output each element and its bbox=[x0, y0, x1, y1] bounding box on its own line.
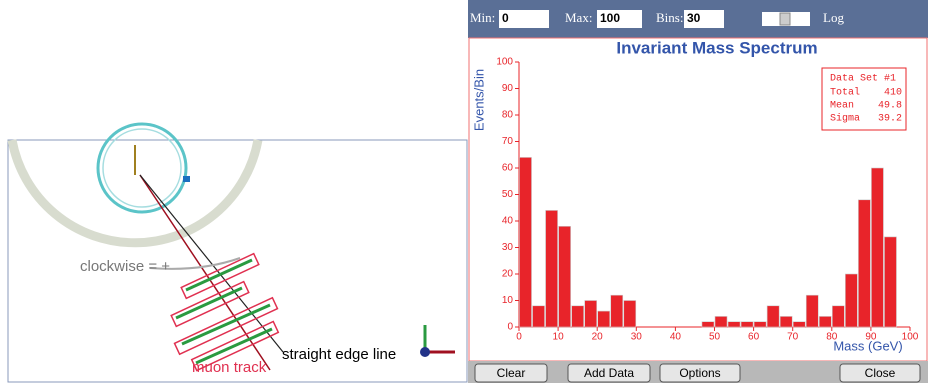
bar bbox=[845, 274, 857, 327]
y-axis-title: Events/Bin bbox=[471, 69, 486, 131]
buttons: Clear Add Data Options Close bbox=[475, 364, 920, 382]
label: muon track bbox=[192, 359, 267, 376]
bar bbox=[728, 322, 740, 327]
screen: clockwise = + muon track straight edge l… bbox=[0, 0, 928, 383]
stats-title: Data Set #1 bbox=[830, 74, 896, 85]
x-tick-label: 60 bbox=[748, 332, 760, 343]
bar bbox=[598, 311, 610, 327]
label: Max: bbox=[565, 10, 592, 25]
bar bbox=[611, 295, 623, 327]
bar bbox=[546, 210, 558, 327]
y-tick-label: 90 bbox=[502, 83, 514, 94]
field-value: 0 bbox=[502, 11, 509, 25]
bar bbox=[832, 306, 844, 327]
bar bbox=[884, 237, 896, 327]
stats-value: 410 bbox=[884, 88, 902, 99]
bar bbox=[780, 316, 792, 327]
hit bbox=[183, 176, 190, 182]
y-tick-label: 80 bbox=[502, 110, 514, 121]
bar bbox=[741, 322, 753, 327]
y-tick-label: 0 bbox=[507, 322, 513, 333]
x-tick-label: 0 bbox=[516, 332, 522, 343]
log-checkbox[interactable] bbox=[780, 13, 790, 25]
bar bbox=[559, 226, 571, 327]
stats-value: 39.2 bbox=[878, 114, 902, 125]
field-value: 100 bbox=[600, 11, 620, 25]
bar bbox=[819, 316, 831, 327]
detector-diagram: clockwise = + muon track straight edge l… bbox=[8, 124, 467, 382]
x-tick-label: 50 bbox=[709, 332, 721, 343]
x-tick-label: 10 bbox=[553, 332, 565, 343]
x-tick-label: 70 bbox=[787, 332, 799, 343]
y-tick-label: 40 bbox=[502, 216, 514, 227]
bar bbox=[871, 168, 883, 327]
y-tick-label: 30 bbox=[502, 242, 514, 253]
y-tick-label: 100 bbox=[496, 57, 513, 68]
bar bbox=[533, 306, 545, 327]
label: clockwise = + bbox=[80, 258, 170, 275]
button-label: Close bbox=[865, 366, 896, 380]
y-tick-label: 10 bbox=[502, 295, 514, 306]
field-value: 30 bbox=[687, 11, 701, 25]
origin-icon bbox=[420, 347, 430, 357]
bar bbox=[858, 200, 870, 327]
x-tick-label: 100 bbox=[902, 332, 919, 343]
bar bbox=[520, 157, 532, 327]
label: Bins: bbox=[656, 10, 683, 25]
bar bbox=[715, 316, 727, 327]
bar bbox=[572, 306, 584, 327]
bar bbox=[585, 301, 597, 328]
bar bbox=[806, 295, 818, 327]
button-label: Clear bbox=[497, 366, 526, 380]
y-tick-label: 60 bbox=[502, 163, 514, 174]
stats-label: Sigma bbox=[830, 113, 860, 125]
x-tick-label: 30 bbox=[631, 332, 643, 343]
label: Min: bbox=[470, 10, 495, 25]
x-tick-label: 20 bbox=[592, 332, 604, 343]
label: Log bbox=[823, 10, 844, 25]
x-tick-label: 80 bbox=[826, 332, 838, 343]
y-tick-label: 20 bbox=[502, 269, 514, 280]
bar bbox=[624, 301, 636, 328]
chart-title: Invariant Mass Spectrum bbox=[616, 38, 817, 57]
label: straight edge line bbox=[282, 346, 396, 363]
x-tick-label: 90 bbox=[865, 332, 877, 343]
stats-label: Mean bbox=[830, 101, 854, 112]
button-label: Options bbox=[679, 366, 720, 380]
stats-label: Total bbox=[830, 87, 860, 99]
bar bbox=[754, 322, 766, 327]
bar bbox=[767, 306, 779, 327]
bar bbox=[702, 322, 714, 327]
y-tick-label: 50 bbox=[502, 189, 514, 200]
y-tick-label: 70 bbox=[502, 136, 514, 147]
x-tick-label: 40 bbox=[670, 332, 682, 343]
stats-value: 49.8 bbox=[878, 101, 902, 112]
bar bbox=[793, 322, 805, 327]
button-label: Add Data bbox=[584, 366, 634, 380]
